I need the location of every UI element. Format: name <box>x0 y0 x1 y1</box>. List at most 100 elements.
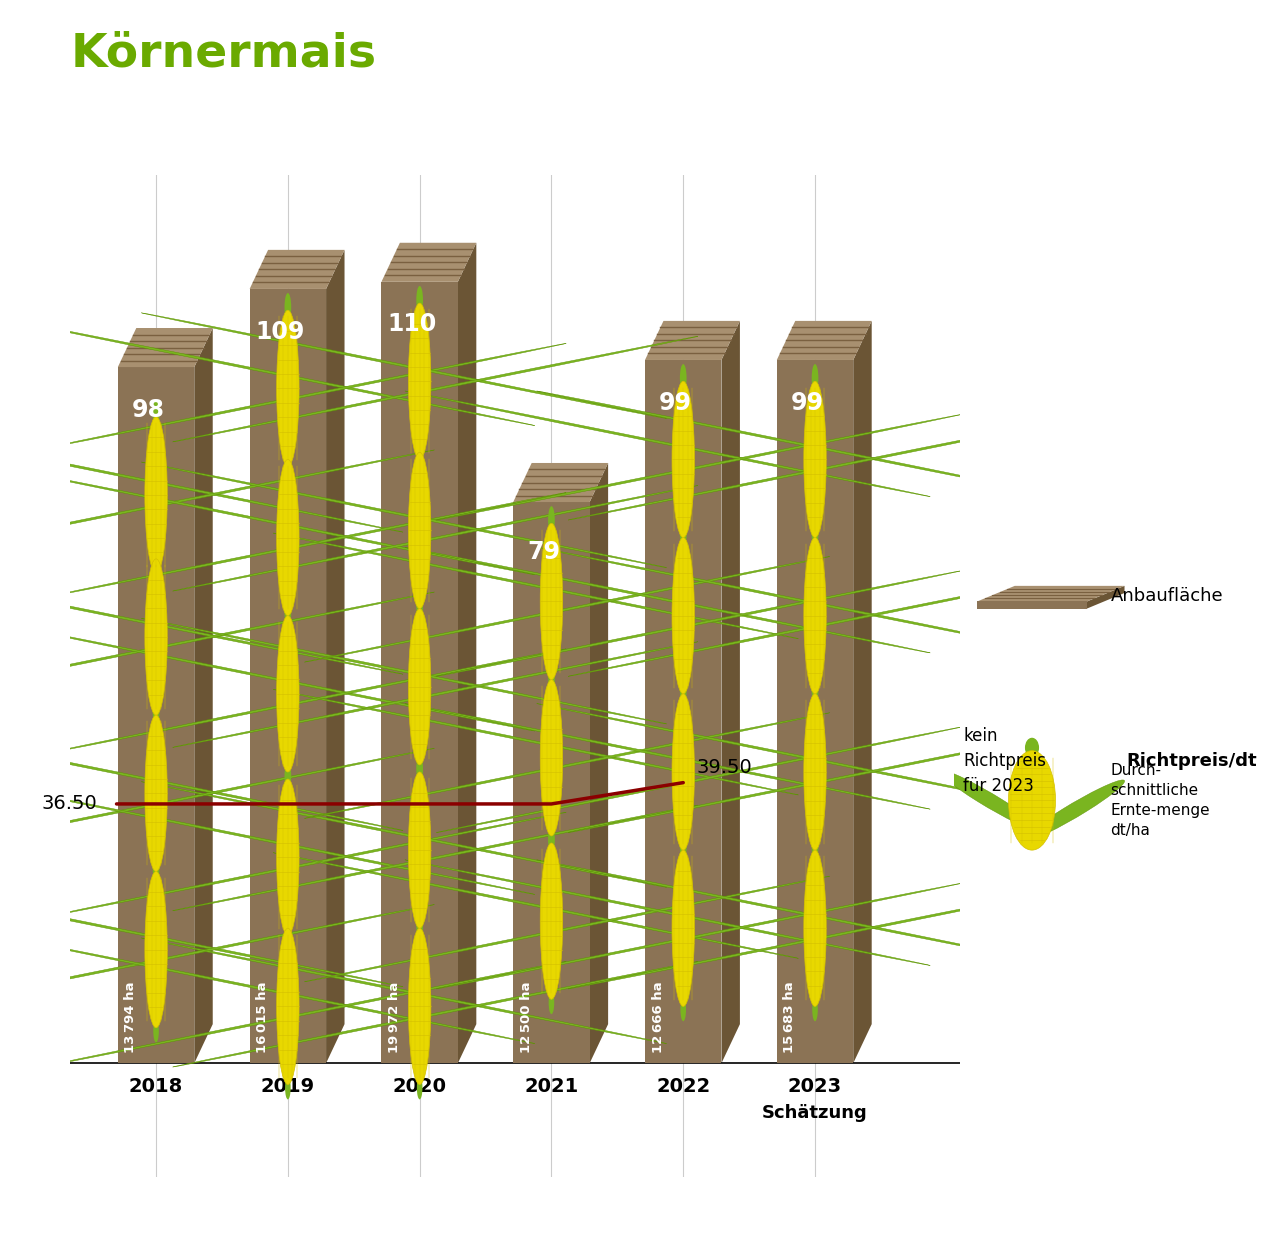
Text: 2020: 2020 <box>393 1078 447 1097</box>
Text: 12 666 ha: 12 666 ha <box>652 982 664 1053</box>
Ellipse shape <box>276 459 300 616</box>
Ellipse shape <box>0 904 434 1010</box>
Text: 2023: 2023 <box>788 1078 842 1097</box>
Ellipse shape <box>276 779 300 935</box>
Polygon shape <box>645 321 740 361</box>
Ellipse shape <box>548 506 554 535</box>
Ellipse shape <box>408 608 431 765</box>
Ellipse shape <box>173 337 698 442</box>
Ellipse shape <box>141 313 667 418</box>
Ellipse shape <box>416 436 422 463</box>
Text: 99: 99 <box>659 391 691 414</box>
Ellipse shape <box>540 843 563 999</box>
Ellipse shape <box>813 528 818 552</box>
Ellipse shape <box>141 618 667 724</box>
Ellipse shape <box>404 704 931 809</box>
Polygon shape <box>977 586 1125 601</box>
Ellipse shape <box>416 285 422 314</box>
Polygon shape <box>326 250 344 1063</box>
Ellipse shape <box>284 911 292 939</box>
Polygon shape <box>458 243 476 1063</box>
Ellipse shape <box>568 414 1093 520</box>
Ellipse shape <box>41 813 566 918</box>
Ellipse shape <box>436 571 961 676</box>
Ellipse shape <box>536 860 1062 965</box>
Text: 16 015 ha: 16 015 ha <box>256 982 269 1053</box>
Ellipse shape <box>404 391 931 497</box>
Polygon shape <box>118 328 212 367</box>
Ellipse shape <box>145 871 168 1028</box>
Ellipse shape <box>536 704 1062 809</box>
Ellipse shape <box>154 706 159 730</box>
Ellipse shape <box>813 998 818 1022</box>
Polygon shape <box>195 328 212 1063</box>
Ellipse shape <box>1009 751 1056 850</box>
Ellipse shape <box>9 626 535 731</box>
Ellipse shape <box>804 694 826 850</box>
Ellipse shape <box>285 607 291 631</box>
Ellipse shape <box>549 671 554 695</box>
Ellipse shape <box>276 310 300 467</box>
Ellipse shape <box>416 755 422 782</box>
Text: 39.50: 39.50 <box>696 757 753 777</box>
Ellipse shape <box>285 458 291 481</box>
Text: 13 794 ha: 13 794 ha <box>124 982 137 1053</box>
Polygon shape <box>513 463 608 502</box>
Ellipse shape <box>41 962 566 1067</box>
Ellipse shape <box>548 826 554 854</box>
Bar <box>645 361 722 1063</box>
Ellipse shape <box>540 523 563 680</box>
Ellipse shape <box>680 364 686 392</box>
Ellipse shape <box>276 928 300 1084</box>
Ellipse shape <box>141 462 667 567</box>
Ellipse shape <box>812 676 818 705</box>
Ellipse shape <box>672 694 695 850</box>
Ellipse shape <box>417 756 422 780</box>
Ellipse shape <box>285 1075 291 1099</box>
Text: 99: 99 <box>791 391 823 414</box>
Polygon shape <box>590 463 608 1063</box>
Ellipse shape <box>276 616 300 772</box>
Ellipse shape <box>284 293 292 322</box>
Ellipse shape <box>145 417 168 573</box>
Ellipse shape <box>41 343 566 449</box>
Ellipse shape <box>672 382 695 537</box>
Ellipse shape <box>1024 780 1125 841</box>
Ellipse shape <box>568 883 1093 989</box>
Polygon shape <box>977 601 1087 608</box>
Ellipse shape <box>813 841 818 865</box>
Bar <box>118 367 195 1063</box>
Text: 98: 98 <box>132 398 165 422</box>
Ellipse shape <box>152 542 160 570</box>
Ellipse shape <box>305 712 829 819</box>
Ellipse shape <box>141 938 667 1044</box>
Text: 2018: 2018 <box>129 1078 183 1097</box>
Ellipse shape <box>408 772 431 928</box>
Text: 109: 109 <box>255 319 305 343</box>
Text: Körnermais: Körnermais <box>70 31 376 76</box>
Text: Durch-
schnittliche
Ernte­menge
dt/ha: Durch- schnittliche Ernte­menge dt/ha <box>1111 764 1210 838</box>
Ellipse shape <box>940 770 1039 831</box>
Text: 15 683 ha: 15 683 ha <box>783 982 796 1053</box>
Text: Schätzung: Schätzung <box>762 1104 868 1123</box>
Text: 12 500 ha: 12 500 ha <box>520 982 532 1053</box>
Ellipse shape <box>9 789 535 894</box>
Ellipse shape <box>680 833 686 861</box>
Ellipse shape <box>0 449 434 556</box>
Ellipse shape <box>173 805 698 910</box>
Ellipse shape <box>0 725 403 830</box>
Ellipse shape <box>436 414 961 520</box>
Ellipse shape <box>812 833 818 861</box>
Text: 19 972 ha: 19 972 ha <box>388 982 401 1053</box>
Text: Richtpreis/dt: Richtpreis/dt <box>1126 752 1257 770</box>
Bar <box>250 289 326 1063</box>
Ellipse shape <box>154 1019 159 1043</box>
Ellipse shape <box>568 727 1093 833</box>
Ellipse shape <box>273 690 799 795</box>
Bar <box>381 282 458 1063</box>
Ellipse shape <box>1025 737 1039 757</box>
Ellipse shape <box>285 926 291 950</box>
Polygon shape <box>1087 586 1125 608</box>
Ellipse shape <box>681 841 686 865</box>
Ellipse shape <box>417 451 422 475</box>
